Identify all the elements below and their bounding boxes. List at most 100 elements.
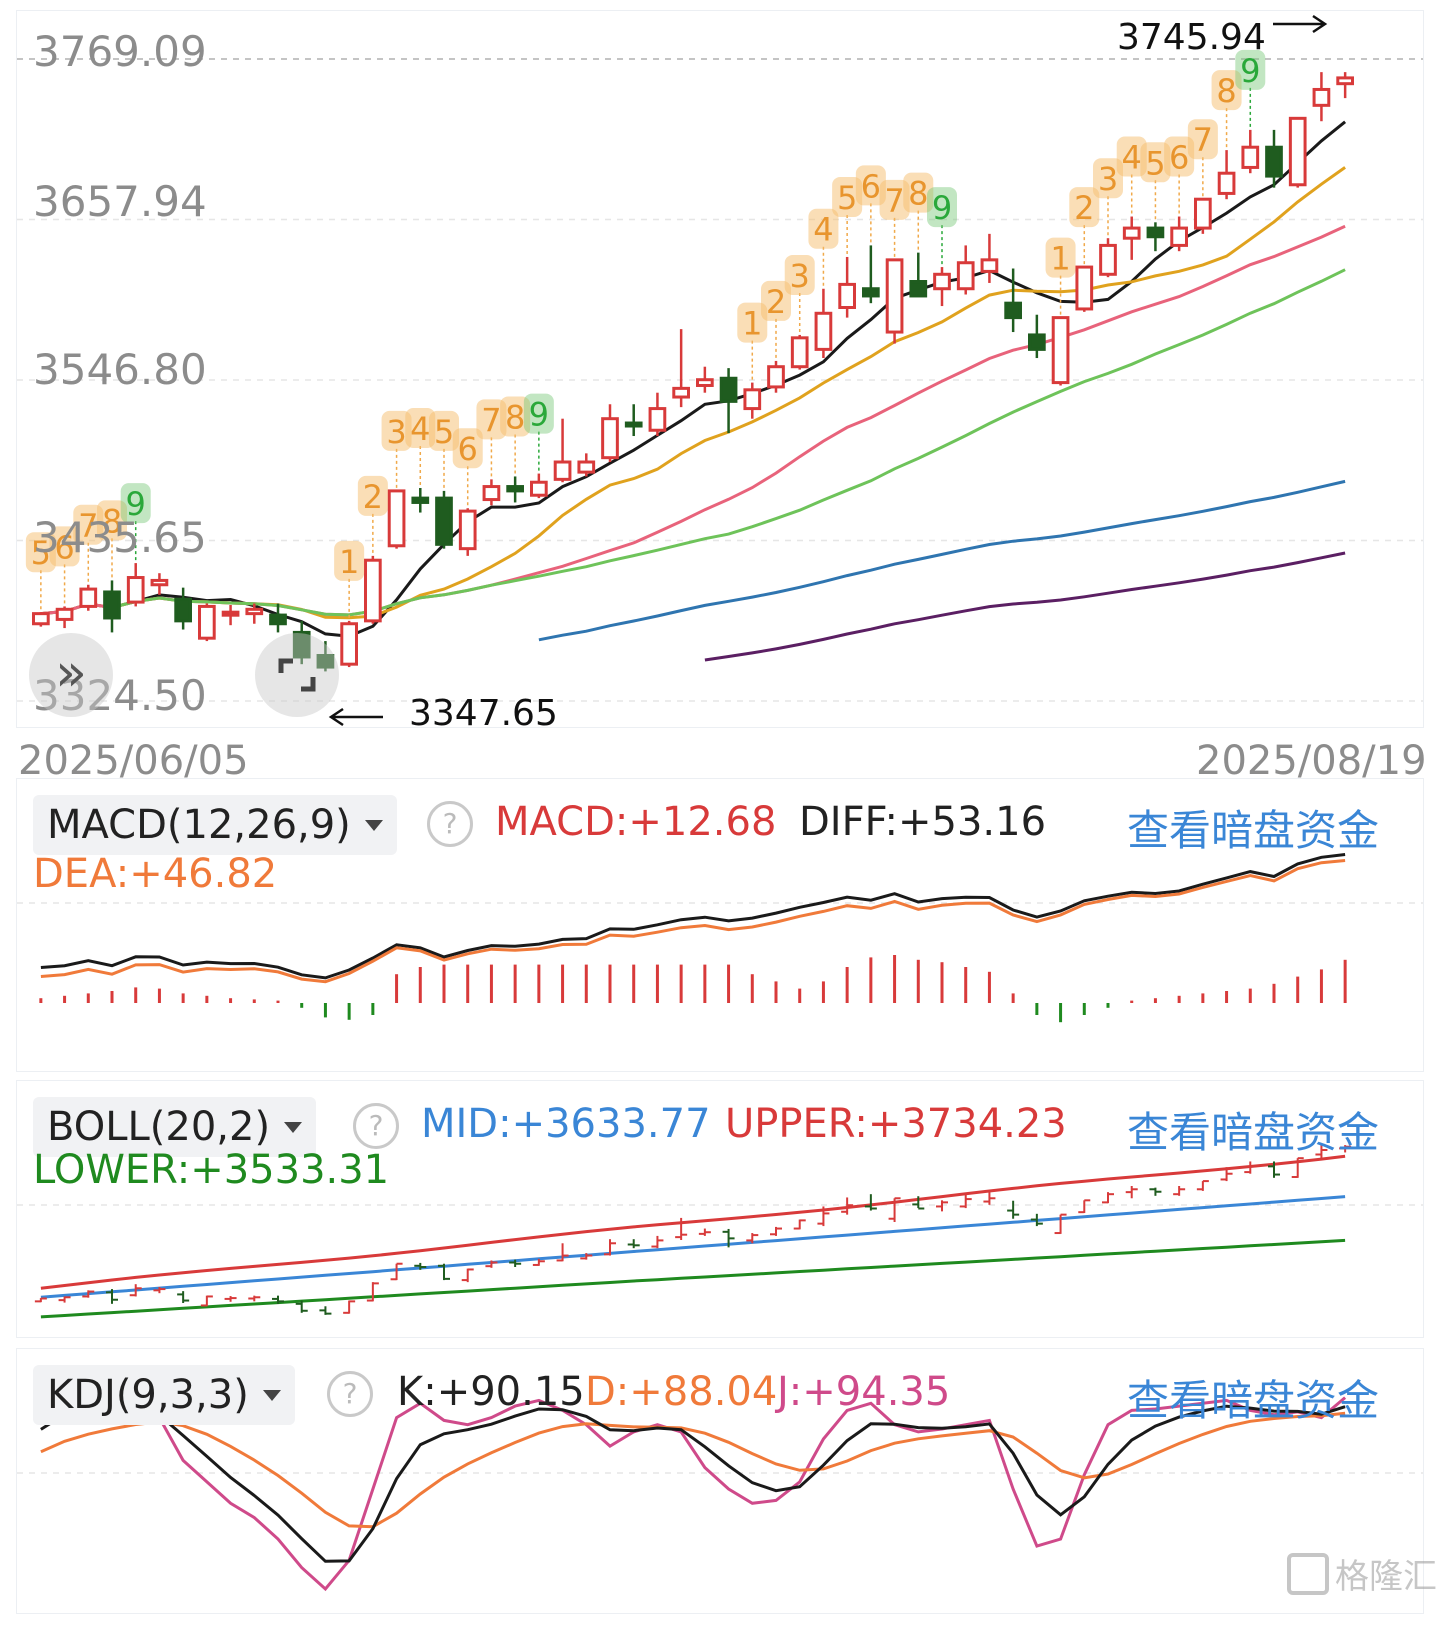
kdj-panel[interactable]: KDJ(9,3,3) ? K:+90.15 D:+88.04 J:+94.35 … (16, 1348, 1437, 1614)
td-count-badge (49, 526, 80, 567)
end-date-label: 2025/08/19 (1196, 738, 1427, 784)
td-count-badge (523, 393, 554, 434)
kdj-help-icon[interactable]: ? (327, 1371, 373, 1417)
kdj-selector[interactable]: KDJ(9,3,3) (33, 1365, 295, 1425)
td-count-label: 4 (410, 410, 430, 448)
kdj-d-value: D:+88.04 (585, 1369, 778, 1415)
boll-mid-line (40, 1195, 1346, 1299)
macd-selector[interactable]: MACD(12,26,9) (33, 795, 397, 855)
boll-selector-label: BOLL(20,2) (47, 1104, 271, 1150)
candle-body (55, 607, 74, 621)
boll-panel[interactable]: BOLL(20,2) ? MID:+3633.77 UPPER:+3734.23… (16, 1080, 1424, 1338)
candle-body (245, 607, 264, 616)
boll-chart-svg (17, 1145, 1423, 1319)
td-count-badge (357, 475, 388, 516)
td-count-badge (832, 176, 863, 217)
td-count-badge (1116, 136, 1147, 177)
candle-body (696, 378, 714, 387)
boll-help-icon[interactable]: ? (353, 1103, 399, 1149)
td-count-badge (429, 410, 459, 451)
td-count-label: 5 (31, 534, 51, 572)
candle-body (435, 496, 453, 546)
td-count-label: 3 (1098, 160, 1118, 198)
td-count-badge (808, 208, 839, 249)
boll-lower-line (40, 1238, 1346, 1319)
candle-body (1099, 243, 1117, 276)
td-count-badge (120, 483, 151, 524)
td-count-badge (855, 165, 886, 206)
td-count-label: 7 (78, 507, 98, 545)
boll-mid-value: MID:+3633.77 (421, 1101, 711, 1147)
candle-body (601, 417, 619, 460)
candle-body (1051, 316, 1070, 385)
td-count-label: 9 (1240, 52, 1260, 90)
candle-body (767, 365, 785, 389)
candle-body (933, 272, 951, 291)
macd-dark-pool-link[interactable]: 查看暗盘资金 (1127, 806, 1380, 855)
td-count-label: 6 (861, 167, 881, 205)
candle-body (411, 496, 430, 504)
candle-body (956, 261, 975, 291)
td-count-label: 4 (813, 211, 833, 249)
low-marker-value: 3347.65 (409, 693, 558, 734)
boll-selector[interactable]: BOLL(20,2) (33, 1097, 317, 1157)
macd-dea-line (40, 859, 1346, 984)
td-count-badge (1140, 142, 1171, 183)
boll-upper-value: UPPER:+3734.23 (725, 1101, 1067, 1147)
td-count-label: 6 (1169, 139, 1189, 177)
chevron-down-icon (284, 1121, 303, 1133)
fullscreen-icon (278, 658, 316, 692)
td-count-label: 6 (54, 528, 74, 566)
macd-help-icon[interactable]: ? (427, 801, 473, 847)
candle-body (174, 597, 192, 623)
td-count-badge (500, 396, 531, 437)
td-count-label: 9 (932, 189, 952, 227)
candle-body (482, 485, 501, 502)
td-count-badge (1187, 119, 1218, 160)
td-count-badge (1164, 136, 1195, 177)
candle-body (1336, 76, 1354, 86)
scroll-left-button[interactable]: » (29, 633, 113, 717)
td-count-badge (879, 179, 910, 220)
candle-body (1265, 145, 1283, 178)
candle-body (316, 654, 335, 669)
candle-body (387, 489, 406, 548)
fullscreen-button[interactable] (255, 633, 339, 717)
candle-body (1288, 116, 1307, 187)
candle-body (103, 590, 121, 620)
candle-body (719, 376, 738, 403)
kdj-j-line (40, 1394, 1347, 1592)
candle-body (624, 421, 643, 428)
moving-average-line (538, 479, 1346, 642)
td-count-label: 2 (363, 478, 383, 516)
candle-body (814, 311, 833, 351)
boll-dark-pool-link[interactable]: 查看暗盘资金 (1127, 1108, 1380, 1157)
td-count-badge (381, 410, 412, 451)
td-count-badge (1069, 187, 1100, 228)
candle-body (221, 610, 240, 617)
td-count-badge (1235, 49, 1266, 90)
td-count-badge (1093, 158, 1123, 199)
td-count-badge (452, 428, 483, 469)
candle-body (980, 258, 999, 273)
td-count-label: 1 (339, 543, 359, 581)
boll-lower-value: LOWER:+3533.31 (33, 1147, 390, 1193)
candle-body (909, 280, 928, 298)
low-marker-arrow (328, 707, 383, 727)
macd-diff-line (40, 853, 1346, 980)
macd-panel[interactable]: MACD(12,26,9) ? MACD:+12.68 DIFF:+53.16 … (16, 778, 1424, 1072)
candle-body (862, 287, 880, 298)
price-label-bottom: 3324.50 (33, 671, 207, 720)
td-count-badge (25, 532, 56, 573)
kdj-dark-pool-link[interactable]: 查看暗盘资金 (1127, 1376, 1380, 1425)
price-label-2: 3657.94 (33, 177, 207, 226)
kdj-d-line (40, 1411, 1346, 1529)
td-count-label: 1 (1050, 240, 1070, 278)
macd-chart-svg (17, 853, 1423, 1023)
td-count-badge (97, 500, 127, 541)
candle-body (506, 485, 524, 493)
td-count-badge (761, 280, 791, 321)
candle-body (269, 613, 287, 626)
